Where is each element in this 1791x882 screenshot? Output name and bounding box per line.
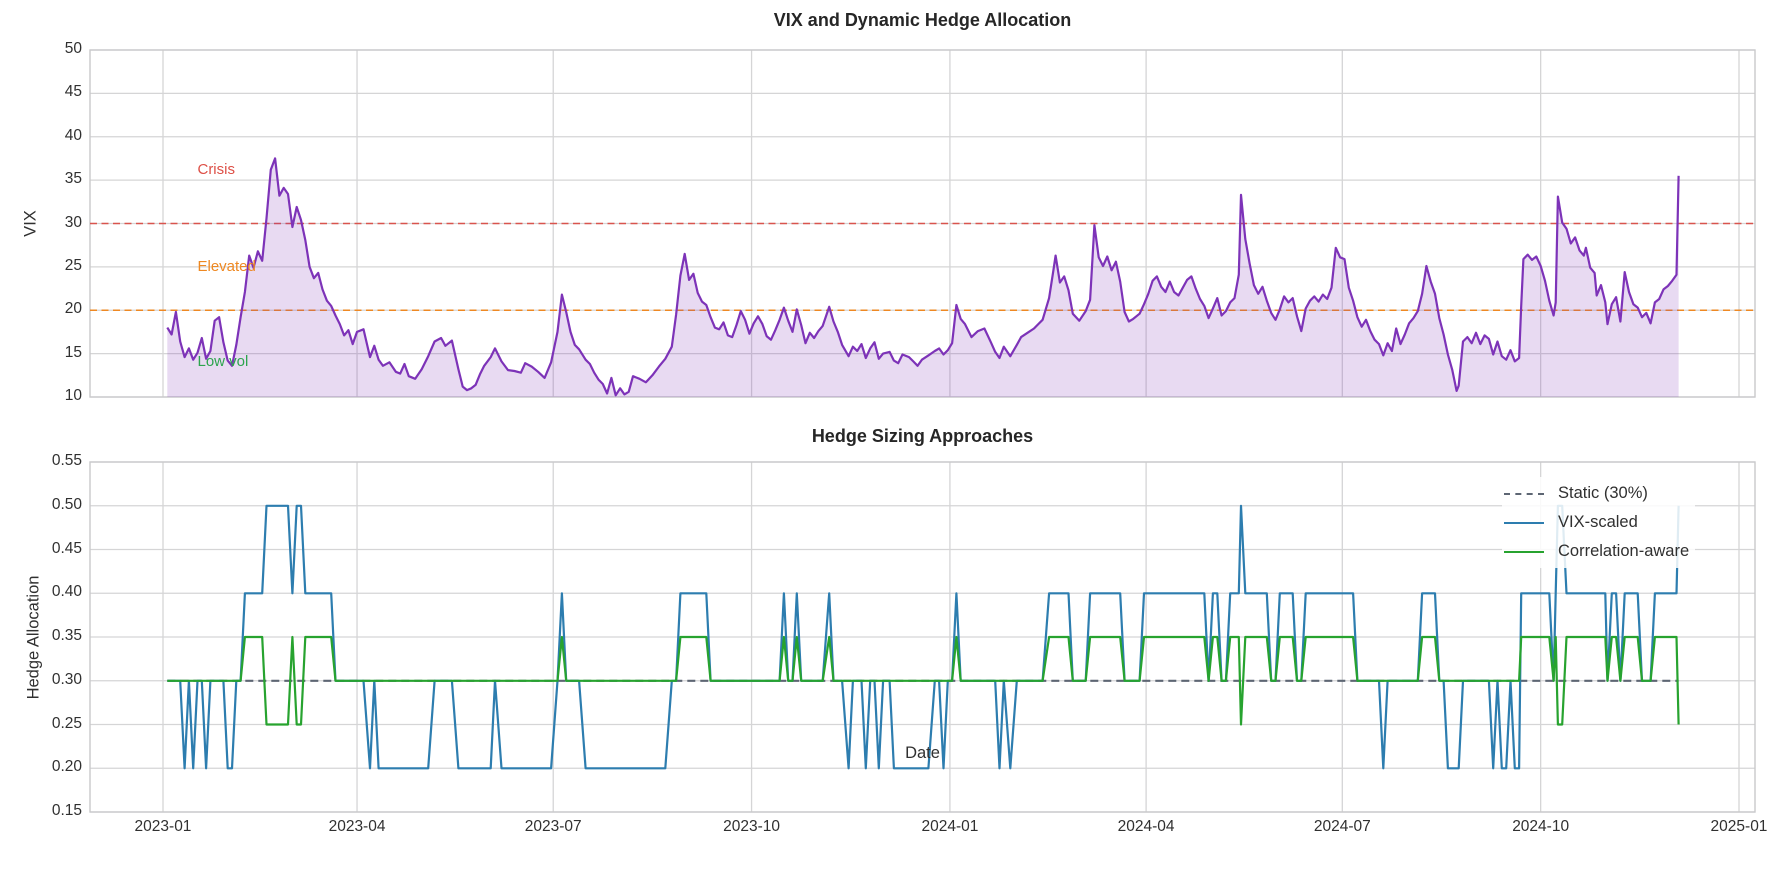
y-tick-label: 0.25 [51,714,82,732]
x-tick-label: 2023-07 [524,818,582,835]
y-tick-label: 0.20 [51,758,82,776]
series-line-correlation-aware [167,635,1680,726]
x-axis-label-date: Date [905,744,940,762]
vix-area-fill [167,158,1679,397]
x-tick-label: 2024-10 [1512,818,1570,835]
annotation-low-vol: Low vol [197,353,249,371]
y-tick-label: 0.40 [51,583,82,601]
legend-entry: Static (30%) [1504,479,1689,508]
y-tick-label: 0.55 [51,452,82,469]
legend: Static (30%) VIX-scaled Correlation-aware [1502,477,1696,568]
legend-line-swatch [1504,521,1544,524]
y-tick-label: 0.15 [51,802,82,819]
y-tick-label: 15 [64,343,82,361]
y-tick-label: 0.45 [51,539,82,557]
x-tick-label: 2025-01 [1710,818,1768,835]
y-tick-label: 0.30 [51,670,82,688]
chart-title-hedge: Hedge Sizing Approaches [811,426,1034,446]
x-tick-label: 2024-01 [921,818,979,835]
legend-line-swatch [1504,550,1544,553]
y-tick-label: 50 [64,40,82,57]
series-line-vix-scaled [167,504,1680,770]
chart-title-vix: VIX and Dynamic Hedge Allocation [773,10,1072,30]
x-tick-label: 2024-07 [1313,818,1371,835]
y-tick-label: 0.35 [51,627,82,644]
legend-label: Correlation-aware [1558,542,1690,560]
x-tick-label: 2024-04 [1117,818,1175,835]
y-tick-label: 25 [64,256,82,274]
vix-line [166,157,1680,397]
y-tick-label: 40 [64,126,82,144]
legend-line-swatch [1504,492,1544,495]
y-tick-label: 35 [64,170,82,188]
legend-entry: VIX-scaled [1504,508,1689,537]
x-tick-label: 2023-04 [328,818,386,835]
plot-border [89,461,1756,813]
annotation-elevated: Elevated [197,257,256,275]
legend-label: Static (30%) [1558,484,1648,502]
y-tick-label: 10 [64,387,82,404]
annotation-crisis: Crisis [197,160,235,178]
y-tick-label: 0.50 [51,495,82,513]
x-tick-label: 2023-01 [134,818,192,835]
y-tick-label: 45 [64,83,82,101]
legend-label: VIX-scaled [1558,513,1638,531]
y-tick-label: 30 [64,213,82,231]
y-tick-label: 20 [64,300,82,318]
legend-entry: Correlation-aware [1504,537,1689,566]
x-tick-label: 2023-10 [723,818,780,835]
